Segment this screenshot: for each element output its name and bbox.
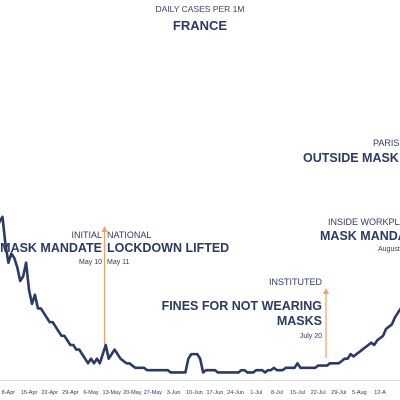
- x-tick-label: 5-Aug: [352, 390, 367, 396]
- x-tick-label: 15-Jul: [290, 390, 305, 396]
- x-tick-label: 29-Jul: [331, 390, 346, 396]
- x-tick-label: 27-May: [144, 390, 163, 396]
- annotation-outside-mask: OUTSIDE MASK M: [303, 151, 400, 165]
- x-tick-label: 22-Jul: [311, 390, 326, 396]
- x-tick-label: 20-May: [123, 390, 142, 396]
- annotation-may11-date: May 11: [107, 259, 130, 266]
- annotation-mask-manda: MASK MANDAT: [320, 229, 400, 243]
- annotation-july20-date: July 20: [300, 333, 322, 340]
- x-tick-label: 13-May: [103, 390, 122, 396]
- annotation-inside-workplaces: INSIDE WORKPLAC: [328, 217, 400, 227]
- annotation-may10-date: May 10: [79, 259, 102, 266]
- x-tick-label: 29-Apr: [62, 390, 79, 396]
- x-tick-label: 8-Apr: [2, 390, 16, 396]
- annotation-paris: PARIS &: [373, 138, 400, 148]
- chart-title: FRANCE: [173, 18, 227, 33]
- annotation-national: NATIONAL: [107, 230, 151, 240]
- annotation-lockdown-lifted: LOCKDOWN LIFTED: [107, 241, 229, 255]
- x-tick-label: 10-Jun: [186, 390, 203, 396]
- x-tick-label: 1-Jul: [250, 390, 262, 396]
- annotation-mask-mandate: MASK MANDATE: [0, 241, 102, 255]
- annotation-fines-line2: MASKS: [277, 314, 322, 328]
- x-tick-label: 17-Jun: [206, 390, 223, 396]
- annotation-august-date: August: [378, 246, 400, 253]
- annotation-fines-line1: FINES FOR NOT WEARING: [162, 299, 322, 313]
- x-tick-label: 12-A: [374, 390, 386, 396]
- x-tick-label: 3-Jun: [167, 390, 181, 396]
- series-line-daily-cases: [0, 215, 400, 374]
- annotation-instituted: INSTITUTED: [269, 277, 322, 287]
- x-tick-label: 24-Jun: [227, 390, 244, 396]
- x-tick-label: 15-Apr: [21, 390, 38, 396]
- x-axis-ticks: 8-Apr 15-Apr 22-Apr 29-Apr 6-May 13-May 20-May…: [2, 390, 387, 396]
- x-tick-label: 22-Apr: [41, 390, 58, 396]
- chart-subtitle: DAILY CASES PER 1M: [156, 4, 245, 14]
- x-tick-label: 8-Jul: [271, 390, 283, 396]
- annotation-initial: INITIAL: [71, 230, 102, 240]
- x-tick-label: 6-May: [83, 390, 99, 396]
